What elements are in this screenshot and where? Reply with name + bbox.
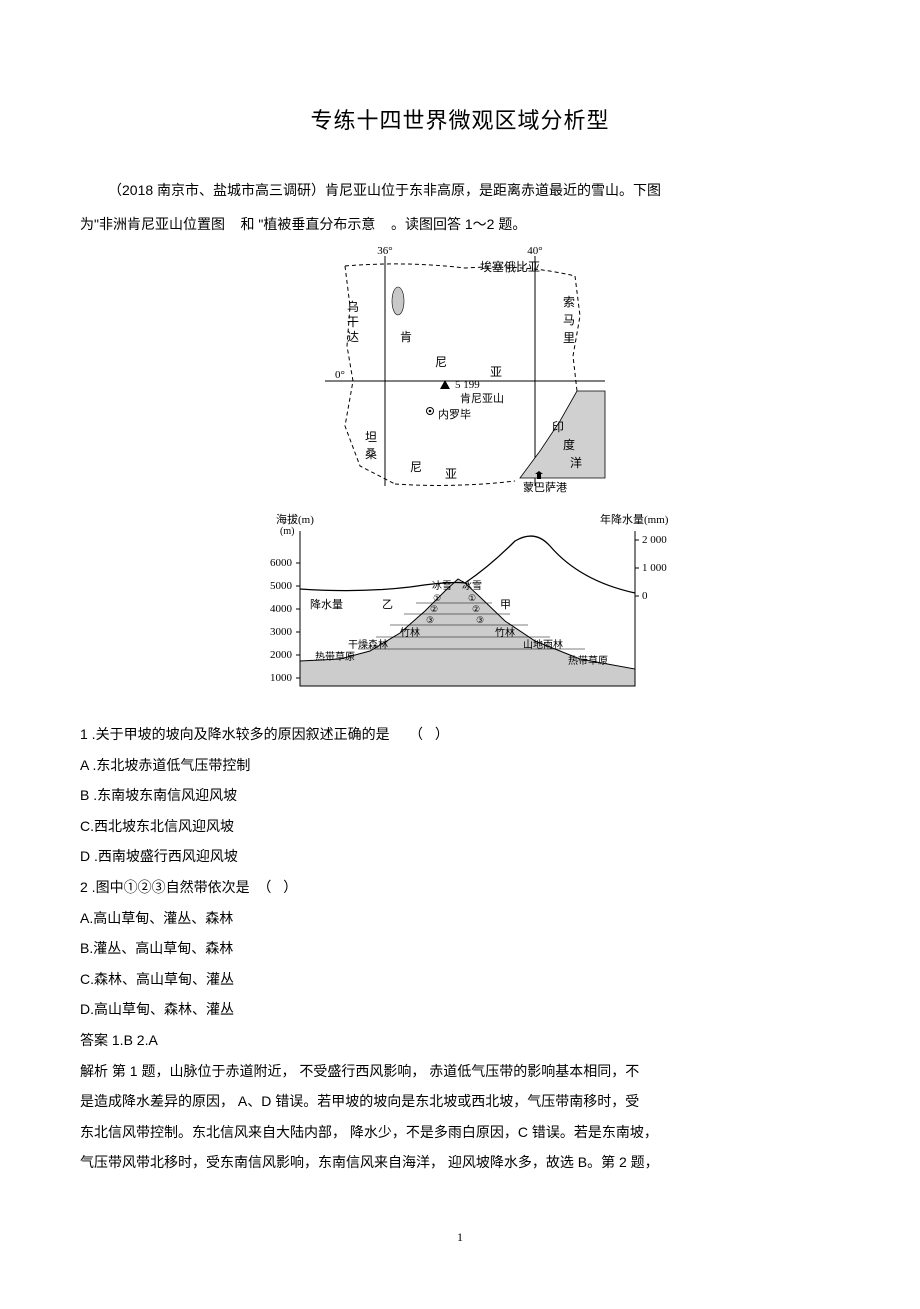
svg-text:0: 0 bbox=[642, 590, 648, 602]
y-label: 海拔(m) bbox=[276, 512, 314, 526]
equator-label: 0° bbox=[335, 369, 345, 381]
svg-text:②: ② bbox=[472, 604, 480, 614]
svg-text:肯: 肯 bbox=[400, 330, 412, 344]
svg-text:(m): (m) bbox=[280, 526, 294, 537]
svg-text:亚: 亚 bbox=[445, 467, 457, 481]
answer: 答案 1.B 2.A bbox=[80, 1027, 840, 1054]
svg-text:6000: 6000 bbox=[270, 557, 293, 569]
q1-optD: D .西南坡盛行西风迎风坡 bbox=[80, 843, 840, 870]
svg-text:1 000: 1 000 bbox=[642, 562, 667, 574]
port-label: 蒙巴萨港 bbox=[523, 481, 567, 494]
peak-elev: 5 199 bbox=[455, 379, 480, 391]
svg-text:达: 达 bbox=[347, 330, 359, 344]
svg-text:冰雪: 冰雪 bbox=[462, 579, 482, 592]
q2-stem: 2 .图中①②③自然带依次是 （ ） bbox=[80, 874, 840, 901]
right-label: 年降水量(mm) bbox=[600, 512, 669, 526]
intro-line1: （2018 南京市、盐城市高三调研）肯尼亚山位于东非高原，是距离赤道最近的雪山。… bbox=[108, 182, 661, 198]
svg-text:2 000: 2 000 bbox=[642, 534, 667, 546]
explain-line1: 解析 第 1 题，山脉位于赤道附近， 不受盛行西风影响， 赤道低气压带的影响基本… bbox=[80, 1058, 840, 1085]
svg-text:③: ③ bbox=[476, 615, 484, 625]
svg-text:印: 印 bbox=[552, 420, 564, 434]
explain-line2: 是造成降水差异的原因， A、D 错误。若甲坡的坡向是东北坡或西北坡，气压带南移时… bbox=[80, 1088, 840, 1115]
svg-text:竹林: 竹林 bbox=[400, 626, 420, 639]
country-uganda: 乌 bbox=[347, 299, 359, 314]
svg-text:尼: 尼 bbox=[435, 355, 447, 369]
q1-optA: A .东北坡赤道低气压带控制 bbox=[80, 752, 840, 779]
svg-text:冰雪: 冰雪 bbox=[432, 579, 452, 592]
svg-text:山地雨林: 山地雨林 bbox=[523, 638, 563, 651]
q1-optB: B .东南坡东南信风迎风坡 bbox=[80, 782, 840, 809]
intro-l2p1: 为"非洲肯尼亚山位置图 bbox=[80, 216, 225, 232]
svg-text:③: ③ bbox=[426, 615, 434, 625]
svg-text:马: 马 bbox=[563, 313, 575, 327]
svg-text:2000: 2000 bbox=[270, 649, 293, 661]
svg-text:4000: 4000 bbox=[270, 603, 293, 615]
peak-name: 肯尼亚山 bbox=[460, 392, 504, 405]
country-top: 埃塞俄比亚 bbox=[480, 259, 540, 274]
lon-right: 40° bbox=[527, 246, 542, 257]
svg-text:①: ① bbox=[468, 593, 476, 603]
figure-profile: 海拔(m) (m) 6000 5000 4000 3000 2000 1000 … bbox=[80, 511, 840, 706]
q2-optB: B.灌丛、高山草甸、森林 bbox=[80, 935, 840, 962]
svg-text:降水量: 降水量 bbox=[310, 597, 343, 611]
intro-paragraph: （2018 南京市、盐城市高三调研）肯尼亚山位于东非高原，是距离赤道最近的雪山。… bbox=[80, 177, 840, 204]
svg-text:热带草原: 热带草原 bbox=[315, 650, 355, 663]
svg-text:5000: 5000 bbox=[270, 580, 293, 592]
svg-text:竹林: 竹林 bbox=[495, 626, 515, 639]
svg-text:②: ② bbox=[430, 604, 438, 614]
svg-text:热带草原: 热带草原 bbox=[568, 654, 608, 667]
page-number: 1 bbox=[80, 1226, 840, 1249]
svg-text:亚: 亚 bbox=[490, 365, 502, 379]
q1-optC: C.西北坡东北信风迎风坡 bbox=[80, 813, 840, 840]
svg-text:甲: 甲 bbox=[500, 599, 511, 611]
svg-text:乙: 乙 bbox=[382, 598, 393, 611]
city-nairobi: 内罗毕 bbox=[438, 407, 471, 421]
svg-text:里: 里 bbox=[563, 331, 575, 345]
page-title: 专练十四世界微观区域分析型 bbox=[80, 100, 840, 142]
svg-text:索: 索 bbox=[563, 295, 575, 309]
q2-optD: D.高山草甸、森林、灌丛 bbox=[80, 996, 840, 1023]
svg-text:①: ① bbox=[433, 593, 441, 603]
svg-text:桑: 桑 bbox=[365, 447, 377, 461]
q1-stem: 1 .关于甲坡的坡向及降水较多的原因叙述正确的是 （ ） bbox=[80, 721, 840, 748]
svg-text:1000: 1000 bbox=[270, 672, 293, 684]
intro-l2p3: 。读图回答 1〜2 题。 bbox=[391, 216, 526, 232]
svg-text:3000: 3000 bbox=[270, 626, 293, 638]
svg-text:干燥森林: 干燥森林 bbox=[348, 638, 388, 651]
explain-line4: 气压带风带北移时，受东南信风影响，东南信风来自海洋， 迎风坡降水多，故选 B。第… bbox=[80, 1149, 840, 1176]
svg-text:坦: 坦 bbox=[365, 430, 377, 444]
svg-text:洋: 洋 bbox=[570, 455, 582, 470]
svg-text:度: 度 bbox=[563, 437, 575, 452]
svg-text:干: 干 bbox=[347, 315, 359, 329]
explain-line3: 东北信风带控制。东北信风来自大陆内部， 降水少，不是多雨白原因，C 错误。若是东… bbox=[80, 1119, 840, 1146]
q2-optA: A.高山草甸、灌丛、森林 bbox=[80, 905, 840, 932]
svg-text:尼: 尼 bbox=[410, 460, 422, 474]
intro-line2: 为"非洲肯尼亚山位置图 和 "植被垂直分布示意 。读图回答 1〜2 题。 bbox=[80, 211, 840, 238]
lon-left: 36° bbox=[377, 246, 392, 257]
figure-map: 36° 40° 0° 埃塞俄比亚 乌 干 达 肯 尼 亚 索 马 里 坦 桑 尼… bbox=[80, 246, 840, 496]
q2-optC: C.森林、高山草甸、灌丛 bbox=[80, 966, 840, 993]
intro-l2p2: 和 "植被垂直分布示意 bbox=[241, 216, 376, 232]
